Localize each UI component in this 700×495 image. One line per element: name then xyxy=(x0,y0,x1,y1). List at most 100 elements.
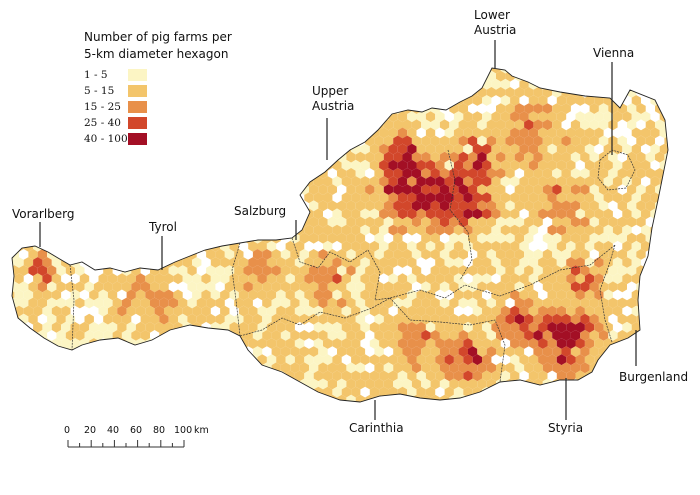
hexagon-cell xyxy=(477,378,487,390)
hexagon-cell xyxy=(140,378,150,390)
hexagon-cell xyxy=(42,257,52,268)
scale-label-60: 60 xyxy=(130,425,143,436)
hexagon-cell xyxy=(594,370,604,382)
hexagon-cell xyxy=(19,103,29,114)
hexagon-cell xyxy=(397,273,408,285)
hexagon-cell xyxy=(598,362,609,374)
hexagon-cell xyxy=(238,159,249,171)
hexagon-cell xyxy=(351,305,361,317)
hexagon-cell xyxy=(580,184,590,195)
hexagon-cell xyxy=(42,354,52,366)
hexagon-cell xyxy=(491,240,501,252)
hexagon-cell xyxy=(210,95,221,106)
hexagon-cell xyxy=(528,370,539,382)
hexagon-cell xyxy=(285,159,295,171)
hexagon-cell xyxy=(393,313,403,325)
hexagon-cell xyxy=(33,370,43,382)
hexagon-cell xyxy=(669,257,678,268)
hexagon-cell xyxy=(332,289,342,301)
hexagon-cell xyxy=(187,232,197,244)
hexagon-cell xyxy=(491,111,501,123)
hexagon-cell xyxy=(496,362,506,374)
hexagon-cell xyxy=(327,151,337,163)
hexagon-cell xyxy=(75,362,85,374)
hexagon-cell xyxy=(397,305,408,317)
hexagon-cell xyxy=(496,313,506,325)
hexagon-cell xyxy=(187,297,197,309)
hexagon-cell xyxy=(337,362,347,374)
hexagon-cell xyxy=(505,119,515,131)
hexagon-cell xyxy=(12,362,19,374)
hexagon-cell xyxy=(159,362,169,374)
hexagon-cell xyxy=(439,265,450,276)
hexagon-cell xyxy=(383,378,394,390)
hexagon-cell xyxy=(341,159,352,171)
hexagon-cell xyxy=(168,70,178,82)
hexagon-cell xyxy=(650,127,660,139)
hexagon-cell xyxy=(365,55,374,66)
hexagon-cell xyxy=(33,95,43,106)
hexagon-cell xyxy=(182,338,193,349)
hexagon-cell xyxy=(580,232,590,244)
hexagon-cell xyxy=(65,87,76,98)
hexagon-cell xyxy=(486,330,496,341)
hexagon-cell xyxy=(164,273,174,285)
hexagon-cell xyxy=(355,265,366,276)
hexagon-cell xyxy=(575,208,585,220)
hexagon-cell xyxy=(612,143,623,155)
hexagon-cell xyxy=(178,330,188,341)
hexagon-cell xyxy=(187,119,197,131)
hexagon-cell xyxy=(71,403,80,414)
hexagon-cell xyxy=(318,394,328,402)
hexagon-cell xyxy=(397,111,408,123)
hexagon-cell xyxy=(0,395,9,406)
hexagon-cell xyxy=(327,200,337,212)
hexagon-cell xyxy=(238,68,249,74)
hexagon-cell xyxy=(393,216,403,228)
hexagon-cell xyxy=(159,313,169,325)
hexagon-cell xyxy=(150,378,160,390)
hexagon-cell xyxy=(482,370,492,382)
hexagon-cell xyxy=(580,362,590,374)
hexagon-cell xyxy=(252,70,263,82)
hexagon-cell xyxy=(112,297,122,309)
hexagon-cell xyxy=(472,289,482,301)
hexagon-cell xyxy=(584,111,595,123)
hexagon-cell xyxy=(290,55,299,66)
hexagon-cell xyxy=(500,257,511,268)
hexagon-cell xyxy=(528,273,539,285)
hexagon-cell xyxy=(425,159,436,171)
hexagon-cell xyxy=(196,119,207,131)
hexagon-cell xyxy=(33,273,43,285)
hexagon-cell xyxy=(79,176,90,187)
hexagon-cell xyxy=(154,386,164,398)
hexagon-cell xyxy=(570,394,581,402)
hexagon-cell xyxy=(337,168,347,179)
hexagon-cell xyxy=(369,159,380,171)
hexagon-cell xyxy=(229,289,239,301)
hexagon-cell xyxy=(99,403,108,414)
hexagon-cell xyxy=(369,370,380,382)
hexagon-cell xyxy=(374,216,384,228)
hexagon-cell xyxy=(542,70,553,82)
hexagon-cell xyxy=(655,281,665,293)
hexagon-cell xyxy=(369,78,380,90)
hexagon-cell xyxy=(290,297,300,309)
hexagon-cell xyxy=(360,68,370,74)
hexagon-cell xyxy=(594,127,604,139)
border-carinthia-styria xyxy=(389,297,506,383)
hexagon-cell xyxy=(121,216,132,228)
hexagon-cell xyxy=(598,265,609,276)
hexagon-cell xyxy=(229,321,239,333)
hexagon-cell xyxy=(42,143,52,155)
hexagon-cell xyxy=(238,95,249,106)
hexagon-cell xyxy=(369,143,380,155)
hexagon-cell xyxy=(365,265,375,276)
hexagon-cell xyxy=(117,370,127,382)
hexagon-cell xyxy=(458,200,468,212)
hexagon-cell xyxy=(505,151,515,163)
hexagon-cell xyxy=(393,346,403,357)
hexagon-cell xyxy=(514,249,525,260)
hexagon-cell xyxy=(323,354,333,366)
hexagon-cell xyxy=(416,240,426,252)
